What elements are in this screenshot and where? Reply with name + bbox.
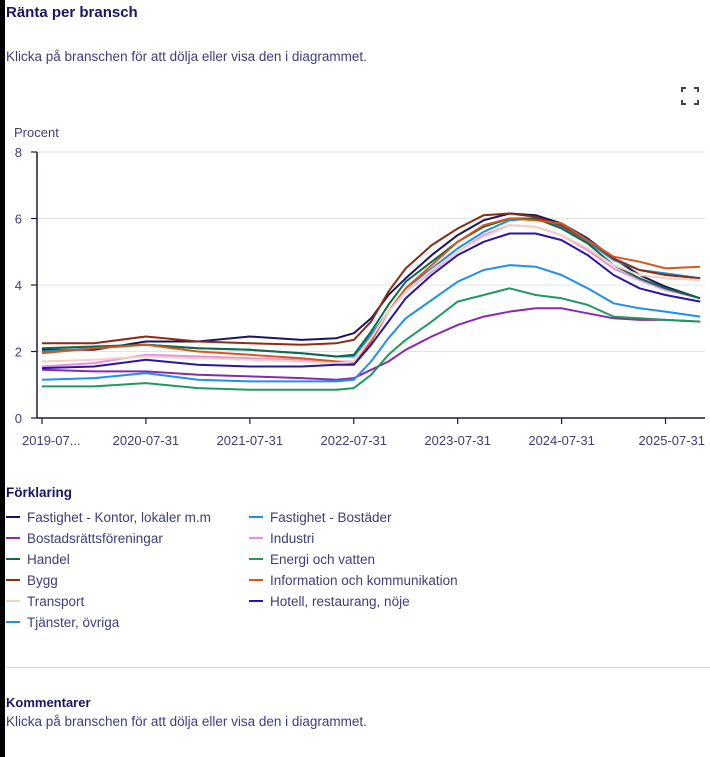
fullscreen-icon[interactable] [681,87,699,105]
left-edge-bar [0,0,5,757]
x-tick-label: 2022-07-31 [321,433,388,448]
legend-swatch [6,621,20,623]
legend-item[interactable]: Industri [249,528,314,548]
legend-swatch [249,516,263,518]
y-tick-label: 6 [15,212,22,227]
x-tick-label: 2024-07-31 [528,433,595,448]
legend-item[interactable]: Fastighet - Bostäder [249,507,392,527]
x-tick-label: 2020-07-31 [113,433,180,448]
y-tick-label: 2 [15,345,22,360]
series-line-6[interactable] [42,212,701,346]
legend-label: Energi och vatten [270,551,376,567]
comments-title: Kommentarer [6,695,91,710]
legend-title: Förklaring [6,485,73,500]
series-line-4[interactable] [41,217,701,358]
legend-swatch [249,558,263,560]
divider [6,667,710,668]
series-line-7[interactable] [41,217,701,365]
page-subtitle: Klicka på branschen för att dölja eller … [6,49,367,64]
y-axis-label: Procent [14,125,59,140]
legend-label: Transport [27,593,85,609]
series-line-1[interactable] [41,217,701,358]
line-chart: Procent 0 2 4 6 8 2019-07... 2020-07-31 2021-0… [0,120,710,460]
legend-swatch [249,537,263,539]
legend-swatch [6,579,20,581]
series-line-9[interactable] [41,232,701,370]
legend-swatch [249,600,263,602]
y-tick-label: 0 [15,411,22,426]
chart-svg: Procent 0 2 4 6 8 2019-07... 2020-07-31 2021-0… [14,125,706,448]
legend-item[interactable]: Hotell, restaurang, nöje [249,591,410,611]
legend-label: Bygg [27,572,58,588]
series-line-8[interactable] [41,224,701,365]
legend-item[interactable]: Tjänster, övriga [6,612,119,632]
legend-label: Fastighet - Kontor, lokaler m.m [27,509,211,525]
legend-item[interactable]: Handel [6,549,70,569]
legend-label: Tjänster, övriga [27,614,120,630]
legend-label: Hotell, restaurang, nöje [270,593,410,609]
x-tick-label: 2019-07... [22,433,81,448]
x-tick-label: 2025-07-31 [639,433,706,448]
legend-item[interactable]: Fastighet - Kontor, lokaler m.m [6,507,211,527]
legend-item[interactable]: Information och kommunikation [249,570,458,590]
y-tick-label: 4 [15,278,22,293]
legend-label: Industri [270,530,315,546]
legend-item[interactable]: Transport [6,591,84,611]
series-line-0[interactable] [42,212,701,351]
comments-text: Klicka på branschen för att dölja eller … [6,714,367,729]
series-line-2[interactable] [41,307,701,381]
x-tick-label: 2021-07-31 [217,433,284,448]
legend-swatch [6,600,20,602]
legend-label: Fastighet - Bostäder [270,509,392,525]
legend-label: Bostadsrättsföreningar [27,530,163,546]
legend-swatch [6,558,20,560]
y-tick-label: 8 [15,145,22,160]
legend-swatch [6,537,20,539]
legend-label: Information och kommunikation [270,572,458,588]
page-title: Ränta per bransch [6,4,138,21]
legend-item[interactable]: Energi och vatten [249,549,375,569]
legend-swatch [249,579,263,581]
series-line-10[interactable] [41,264,701,383]
legend-item[interactable]: Bostadsrättsföreningar [6,528,163,548]
legend-item[interactable]: Bygg [6,570,58,590]
x-tick-label: 2023-07-31 [424,433,491,448]
legend-label: Handel [27,551,70,567]
legend-swatch [6,516,20,518]
series-line-5[interactable] [42,287,701,391]
